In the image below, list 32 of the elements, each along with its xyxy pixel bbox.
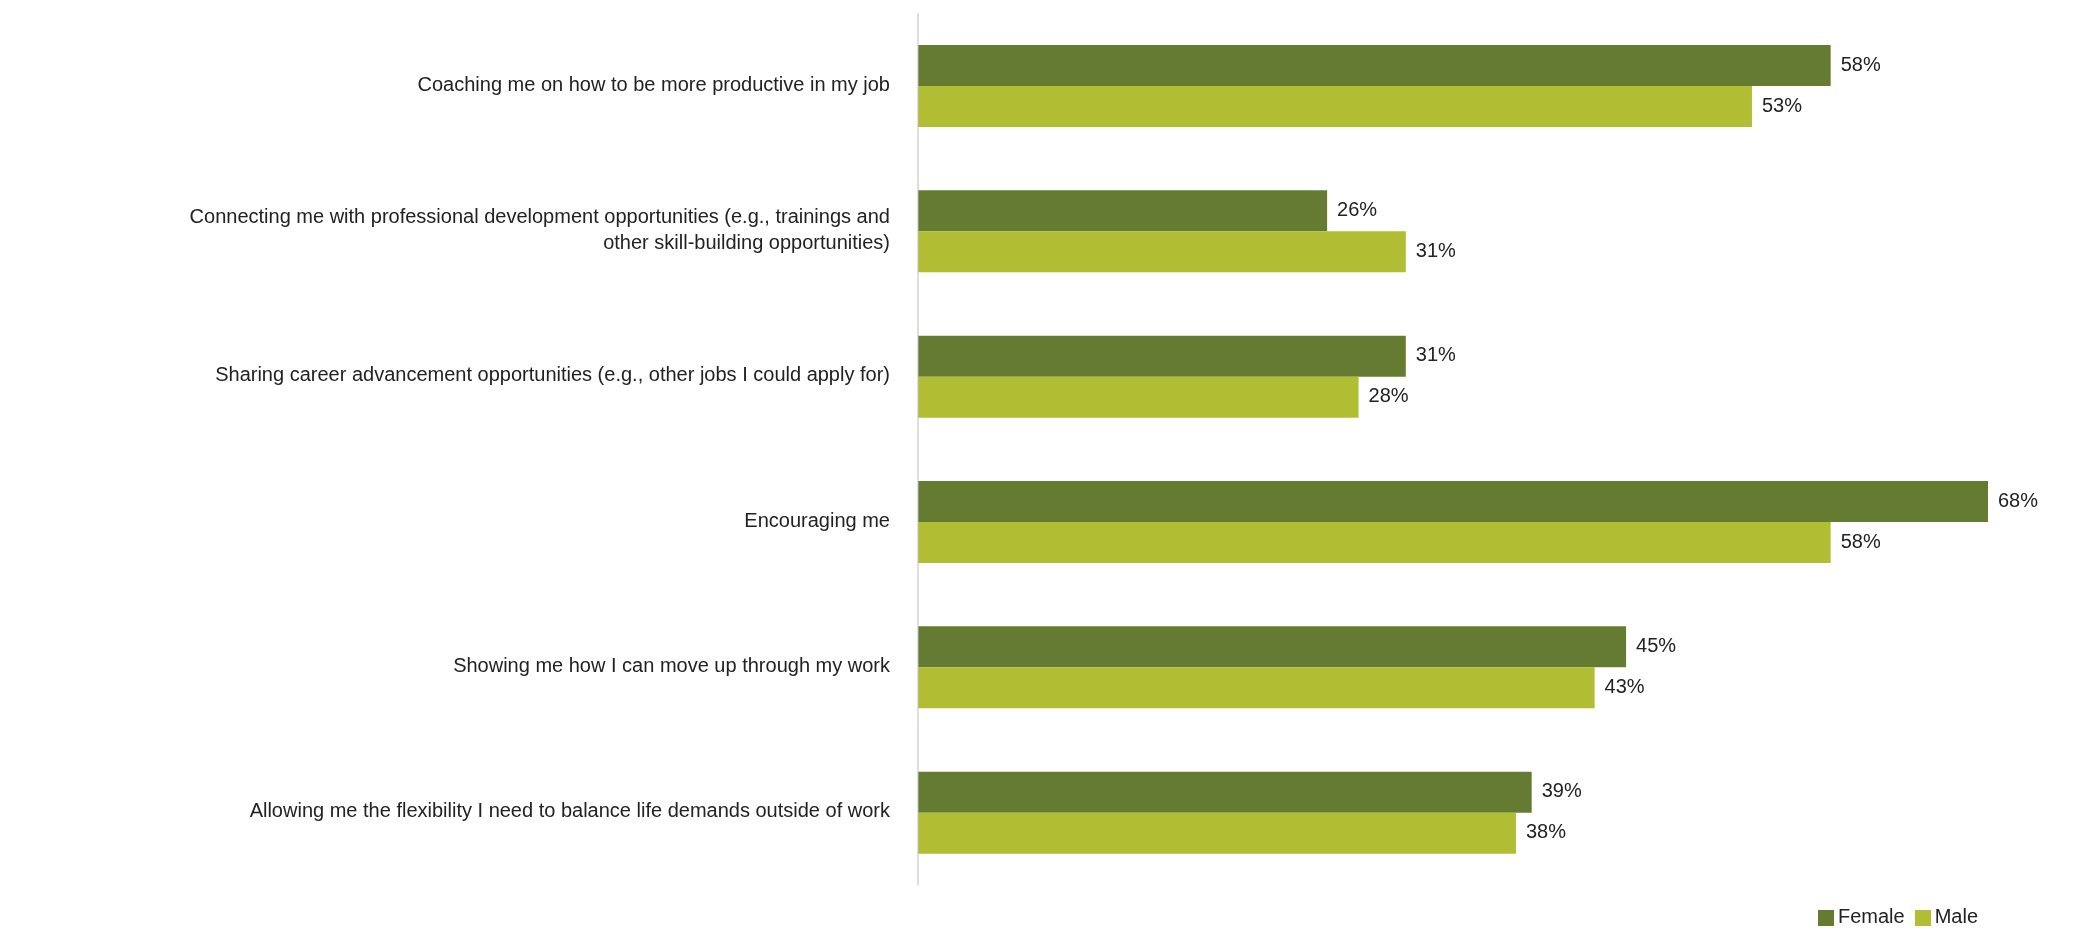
bar (918, 667, 1595, 709)
data-label: 38% (1525, 820, 1567, 843)
data-label: 31% (1415, 343, 1457, 366)
bar (918, 771, 1532, 813)
data-label: 26% (1337, 198, 1378, 221)
y-tick-label: Encouraging me (744, 508, 890, 531)
y-tick-label: Sharing career advancement opportunities (e.g., other jobs I could apply for) (215, 363, 890, 386)
data-label: 39% (1541, 779, 1582, 802)
data-label: 28% (1368, 384, 1409, 407)
data-label: 53% (1761, 93, 1803, 116)
bar (918, 335, 1406, 377)
y-tick-label: Allowing me the flexibility I need to balance life demands outside of work (249, 799, 891, 822)
y-tick-label: Coaching me on how to be more productive in my job (417, 72, 890, 95)
bar (918, 480, 1988, 522)
bar (918, 376, 1359, 418)
bar (918, 521, 1831, 563)
data-label: 58% (1840, 529, 1881, 552)
legend-label: Male (1934, 905, 1979, 927)
bar (918, 626, 1627, 668)
data-label: 45% (1636, 634, 1677, 657)
y-tick-label: Connecting me with professional development opportunities (e.g., trainings and other skill-building opportunities) (189, 205, 890, 254)
data-label: 43% (1604, 675, 1645, 698)
bar (918, 44, 1831, 86)
legend-label: Female (1837, 905, 1905, 927)
data-label: 68% (1998, 488, 2039, 511)
bar (918, 85, 1752, 127)
data-label: 31% (1415, 239, 1457, 262)
bar (918, 231, 1406, 273)
bar (918, 190, 1328, 232)
bar (918, 812, 1516, 854)
data-label: 58% (1840, 52, 1881, 75)
y-tick-label: Showing me how I can move up through my work (453, 654, 891, 677)
